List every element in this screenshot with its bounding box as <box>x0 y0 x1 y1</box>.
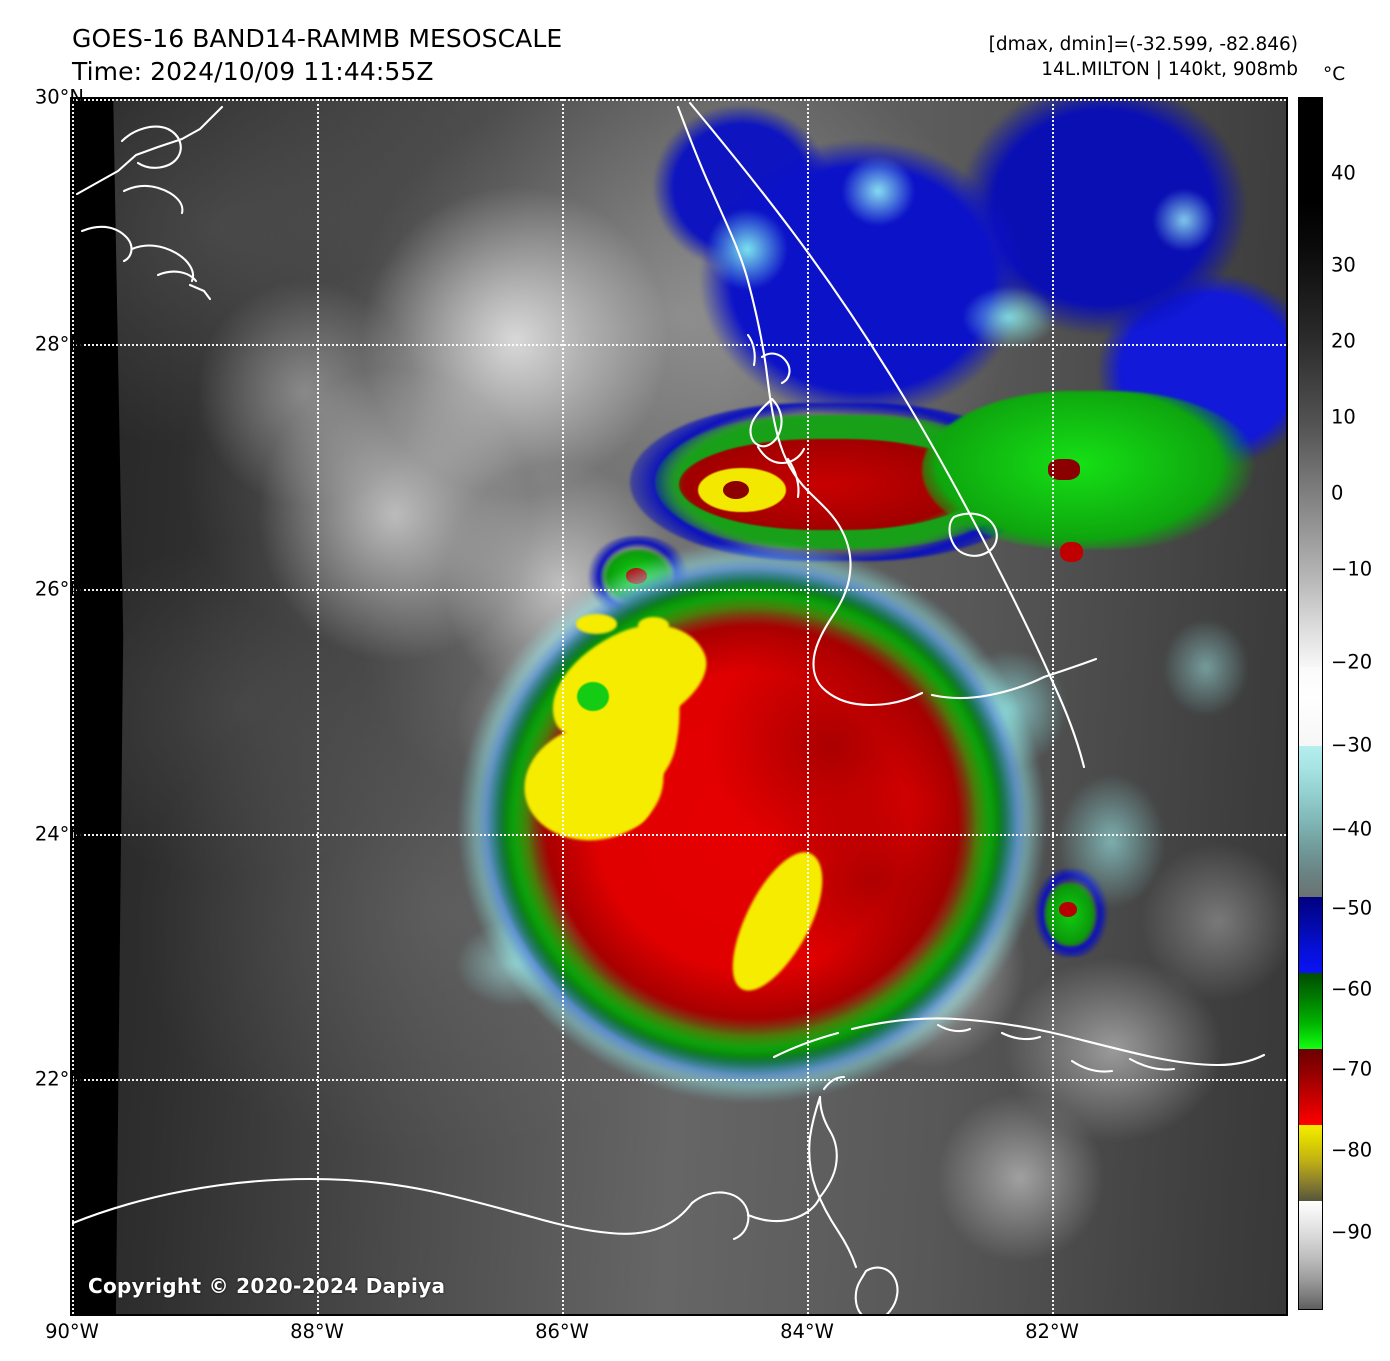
timestamp: Time: 2024/10/09 11:44:55Z <box>72 57 434 86</box>
cbar-segment-blue <box>1299 897 1322 973</box>
florida-green-convection <box>921 390 1262 549</box>
coastline-overlay <box>72 101 1266 1314</box>
metadata-block: [dmax, dmin]=(-32.599, -82.846) 14L.MILT… <box>989 32 1298 82</box>
cbar-tick-40: 40 <box>1331 161 1356 185</box>
xtick-86w: 86°W <box>535 1320 589 1343</box>
cbar-tick-minus80: −80 <box>1331 1138 1373 1162</box>
title-block: GOES-16 BAND14-RAMMB MESOSCALE Time: 202… <box>72 22 562 88</box>
xtick-88w: 88°W <box>290 1320 344 1343</box>
ytick-22n: 22°N <box>34 1067 84 1091</box>
yellow-patch-southwest <box>596 773 653 830</box>
xtick-82w: 82°W <box>1025 1320 1079 1343</box>
cbar-segment-white-to-grey-coldest <box>1299 1201 1322 1309</box>
satellite-image-panel: Copyright © 2020-2024 Dapiya <box>70 97 1288 1316</box>
colorbar <box>1298 97 1323 1310</box>
ytick-24n: 24°N <box>34 822 84 846</box>
xtick-84w: 84°W <box>780 1320 834 1343</box>
cbar-tick-minus90: −90 <box>1331 1220 1373 1244</box>
north-rainband-coldest-spot <box>722 480 750 499</box>
cbar-segment-cyan-to-grey <box>1299 746 1322 897</box>
cbar-segment-greyscale-warm <box>1299 98 1322 667</box>
copyright-label: Copyright © 2020-2024 Dapiya <box>88 1274 446 1298</box>
cbar-tick-minus70: −70 <box>1331 1057 1373 1081</box>
cbar-tick-minus20: −20 <box>1331 650 1373 674</box>
xtick-90w: 90°W <box>45 1320 99 1343</box>
yellow-fleck-a <box>575 614 618 634</box>
colorbar-unit-label: °C <box>1323 64 1346 85</box>
ytick-26n: 26°N <box>34 577 84 601</box>
cbar-tick-20: 20 <box>1331 329 1356 353</box>
cbar-tick-minus60: −60 <box>1331 977 1373 1001</box>
cbar-tick-minus50: −50 <box>1331 896 1373 920</box>
florida-red-cell <box>1048 458 1080 481</box>
cbar-segment-green <box>1299 973 1322 1049</box>
data-range-label: [dmax, dmin]=(-32.599, -82.846) <box>988 34 1298 55</box>
cbar-tick-minus10: −10 <box>1331 557 1373 581</box>
cbar-segment-white-top <box>1299 667 1322 746</box>
ytick-30n: 30°N <box>34 85 84 109</box>
page-title: GOES-16 BAND14-RAMMB MESOSCALE <box>72 24 563 53</box>
cbar-tick-minus40: −40 <box>1331 817 1373 841</box>
cbar-tick-minus30: −30 <box>1331 733 1373 757</box>
eye-warm-spot <box>577 682 609 712</box>
cbar-tick-10: 10 <box>1331 405 1356 429</box>
florida-red-cell-south <box>1060 542 1084 562</box>
cbar-segment-yellow-to-olive <box>1299 1125 1322 1201</box>
colorbar-gradient <box>1299 98 1322 1309</box>
storm-info-label: 14L.MILTON | 140kt, 908mb <box>1041 59 1298 80</box>
cbar-segment-red <box>1299 1049 1322 1125</box>
ytick-28n: 28°N <box>34 332 84 356</box>
cbar-tick-0: 0 <box>1331 481 1344 505</box>
cbar-tick-30: 30 <box>1331 253 1356 277</box>
yellow-fleck-b <box>637 616 670 634</box>
